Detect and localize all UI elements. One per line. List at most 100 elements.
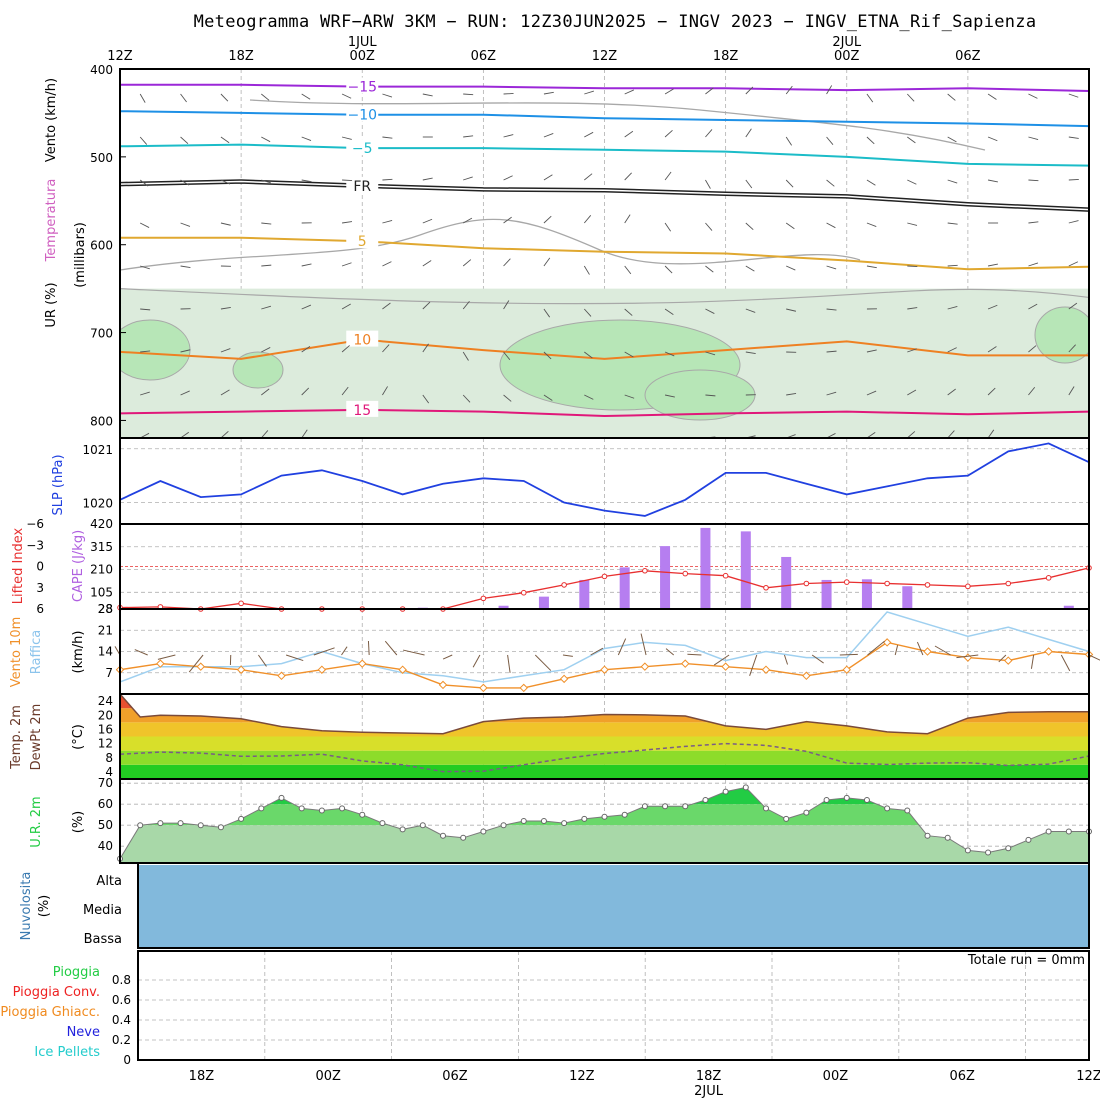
rh2m-point	[742, 784, 749, 791]
wind-barb	[503, 351, 511, 361]
wind-arrow	[188, 654, 204, 673]
rh2m-point	[763, 805, 769, 812]
temp-y-tick-label: 20	[98, 708, 113, 722]
temp-band	[120, 722, 1089, 737]
wind-arrow	[956, 654, 979, 659]
wind10-point	[156, 659, 165, 668]
rh2m-point	[379, 820, 386, 827]
lifted-index-point	[965, 583, 971, 590]
rh2m-point	[197, 822, 204, 829]
rh2m-point	[460, 834, 467, 841]
wind-barb	[342, 179, 353, 181]
isotherm-5	[120, 236, 1089, 271]
wind-barb	[543, 308, 551, 318]
rh2m-point	[985, 849, 992, 856]
rh2m-point	[217, 824, 224, 831]
wind-barb	[866, 179, 876, 186]
wind-barb	[785, 222, 795, 230]
wind-arrow	[285, 654, 304, 662]
rh2m-point	[924, 832, 931, 839]
wind-barb	[1028, 136, 1039, 141]
wind-barb	[220, 136, 230, 144]
wind-barb	[987, 179, 998, 183]
wind-arrow	[384, 640, 398, 656]
precip-y-tick-label: 0.6	[112, 993, 131, 1007]
upper-panel-data: −15 −10 −5 FR 5 10 15	[120, 77, 1089, 438]
wind-barb	[907, 431, 916, 438]
wind-barb	[624, 214, 631, 224]
rh2m-point	[1065, 828, 1072, 835]
wind-barb	[1028, 262, 1039, 267]
wind-barb	[503, 134, 514, 138]
wind-barb	[180, 136, 189, 145]
rh2m-point	[823, 797, 830, 803]
wind10-point	[277, 671, 286, 681]
isotherm-label-bg	[346, 105, 379, 122]
wind-y-tick-label: 28	[98, 602, 113, 616]
wind-barb	[543, 257, 551, 267]
rh2m-point	[884, 805, 891, 812]
wind-barb	[220, 93, 229, 102]
wind-barb	[301, 346, 311, 353]
precip-total-label: Totale run = 0mm	[967, 953, 1085, 968]
bottom-axis-tick-label: 06Z	[442, 1069, 468, 1084]
cloud-units-label: (%)	[37, 895, 52, 918]
rh2m-point	[440, 832, 446, 839]
wind-barb	[140, 308, 151, 311]
wind-y-tick-label: 21	[98, 623, 113, 637]
cape-bar	[781, 556, 792, 609]
slp-line	[119, 442, 1090, 517]
rh2m-point	[399, 826, 406, 833]
upper-label-units: (millibars)	[73, 222, 88, 288]
wind-barb	[907, 222, 918, 226]
wind-barb	[987, 263, 998, 267]
top-axis-tick-label: 00Z	[350, 49, 376, 64]
cape-y-tick-label: 105	[90, 585, 113, 599]
wind-arrow	[258, 654, 267, 667]
wind-arrow	[916, 641, 924, 656]
wind-barb	[261, 388, 270, 396]
wind-barb	[705, 394, 716, 397]
wind-barb	[341, 221, 353, 224]
wind-y-tick-label: 7	[105, 666, 113, 680]
rh2m-point	[278, 794, 285, 801]
wind-barb	[584, 131, 594, 138]
wind-barb	[503, 175, 513, 181]
wind-arrow	[367, 640, 370, 656]
wind10-point	[438, 680, 448, 690]
isotherm-label: −10	[347, 108, 377, 124]
wind-barb	[220, 348, 231, 353]
wind-barb	[342, 437, 343, 438]
top-axis-tick-label: 06Z	[955, 49, 981, 64]
wind-barb	[624, 394, 635, 399]
wind-barb	[705, 308, 715, 314]
rh-70-area	[232, 351, 284, 389]
wind-barb	[906, 93, 915, 102]
rh2m-point	[339, 805, 346, 812]
wind-barb	[987, 93, 997, 100]
wind-barb	[422, 437, 424, 438]
wind10-point	[1004, 656, 1013, 665]
wind-arrow	[442, 654, 453, 660]
wind-barb	[180, 265, 191, 269]
lifted-index-point	[642, 567, 648, 574]
wind10-point	[963, 653, 973, 662]
rh-10-contour	[249, 99, 986, 151]
wind-arrow	[687, 653, 702, 656]
lifted-y-tick-label: 3	[36, 581, 44, 595]
wind-barb	[866, 93, 874, 103]
wind-barb	[220, 389, 230, 396]
temp-y-tick-label: 8	[105, 751, 113, 765]
bottom-axis-tick-label: 06Z	[949, 1069, 975, 1084]
wind10-point	[196, 662, 205, 671]
lifted-index-point	[843, 579, 850, 585]
wind-barb	[543, 174, 553, 181]
wind-barb	[422, 260, 432, 267]
wind-barb	[261, 136, 271, 143]
cape-y-tick-label: 210	[90, 563, 113, 577]
wind-barb	[260, 430, 269, 438]
precip-legend-item: Neve	[67, 1025, 100, 1040]
rh2m-point	[1005, 845, 1012, 852]
wind-barb	[180, 179, 190, 186]
cape-bar	[1063, 605, 1074, 609]
